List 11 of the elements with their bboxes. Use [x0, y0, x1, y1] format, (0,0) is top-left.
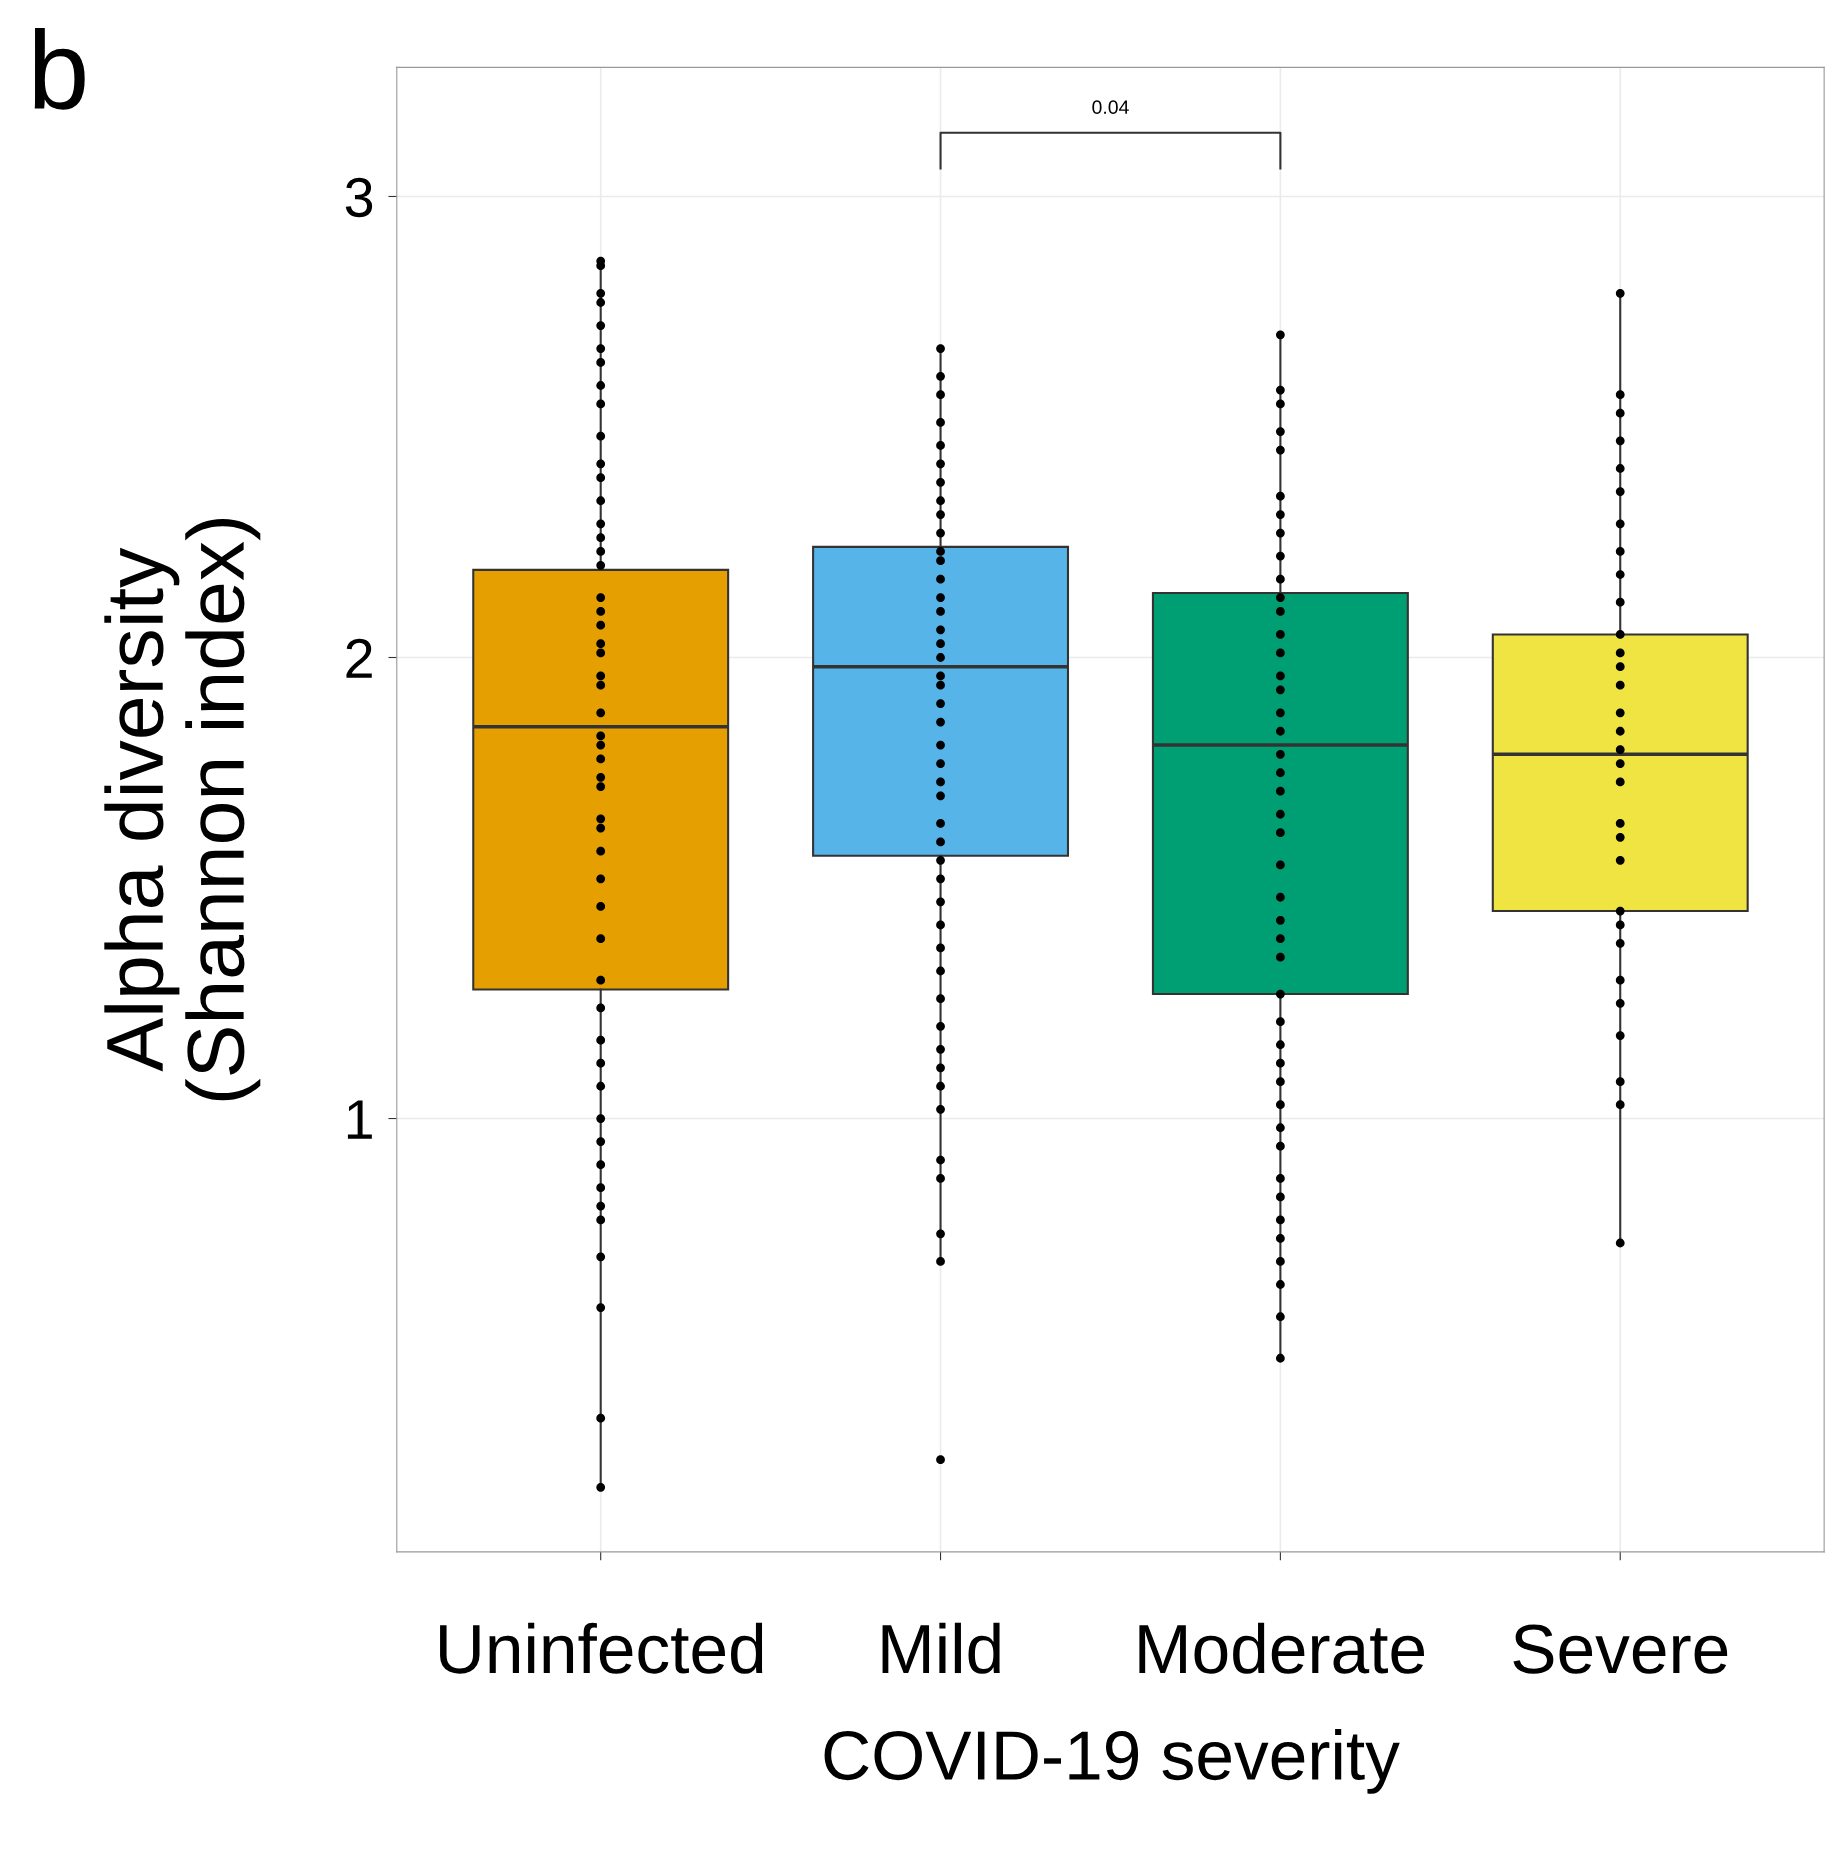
y-tick-label: 1 — [347, 1100, 372, 1139]
text: b — [34, 28, 85, 110]
x-tick-label: Severe — [1513, 1624, 1728, 1674]
annotation: 0.04 — [1092, 100, 1129, 115]
y-tick-label: 2 — [346, 638, 372, 678]
x-tick-label: Moderate — [1139, 1622, 1424, 1674]
x-axis-title: COVID-19 severity — [824, 1729, 1400, 1794]
y-axis-title: Alpha diversity (Shannon index) — [104, 519, 261, 1101]
x-tick-label: Uninfected — [440, 1622, 763, 1674]
x-tick-label: Mild — [882, 1622, 1000, 1674]
y-tick-label: 3 — [345, 177, 373, 218]
